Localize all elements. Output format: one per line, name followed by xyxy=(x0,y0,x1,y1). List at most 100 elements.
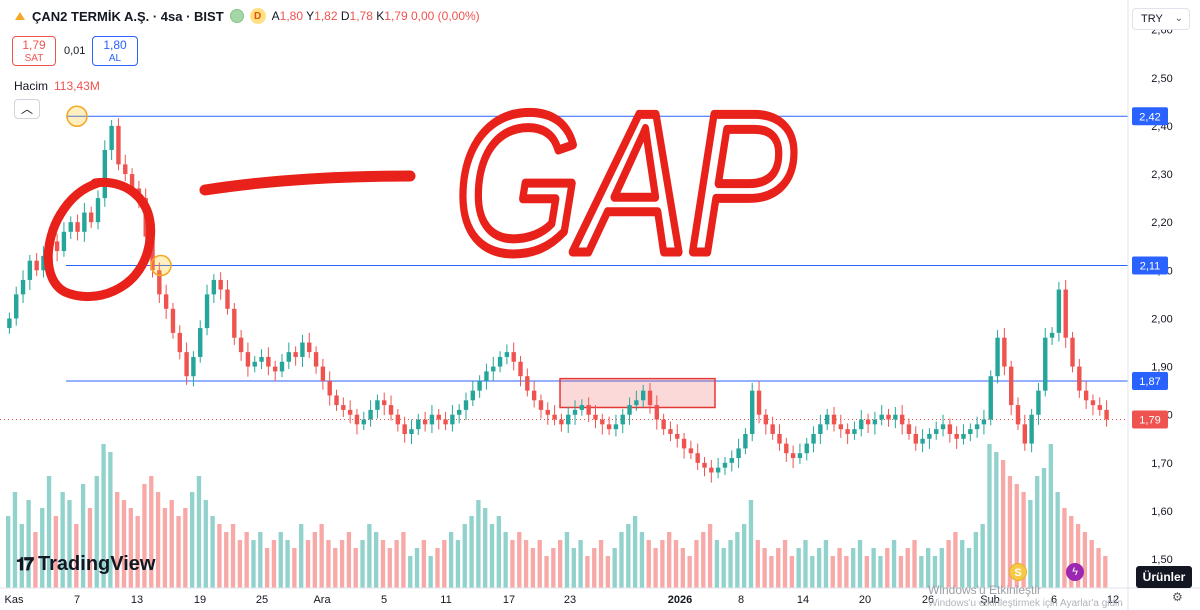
volume-bar xyxy=(94,476,99,588)
collapse-legend-button[interactable]: ︿ xyxy=(14,99,40,119)
x-tick-label: 26 xyxy=(922,594,934,606)
candle-body xyxy=(102,149,108,199)
candle-body xyxy=(709,467,714,473)
settings-icon[interactable]: ⚙ xyxy=(1172,590,1183,604)
annotation-ellipse xyxy=(43,177,156,301)
volume-bar xyxy=(155,492,161,588)
candle-body xyxy=(382,400,387,406)
x-tick-label: 7 xyxy=(74,594,80,606)
volume-bar xyxy=(496,516,501,588)
candle-body xyxy=(906,424,912,434)
volume-bar xyxy=(660,540,665,588)
candle-body xyxy=(450,414,455,425)
volume-label: Hacim xyxy=(14,79,49,93)
candle-body xyxy=(1083,390,1089,401)
volume-bar xyxy=(735,532,740,588)
y-tick-label: 2,00 xyxy=(1151,313,1172,325)
volume-bar xyxy=(994,452,999,588)
buy-label: AL xyxy=(108,53,122,64)
volume-bar xyxy=(960,540,965,588)
dividend-icon[interactable]: S xyxy=(1009,563,1027,581)
chart-header: ÇAN2 TERMİK A.Ş. · 4sa · BIST D A1,80 Y1… xyxy=(14,8,480,24)
candle-body xyxy=(920,438,925,444)
candle-body xyxy=(784,443,789,454)
candle-body xyxy=(947,424,953,434)
candle-body xyxy=(150,236,155,271)
candle-body xyxy=(170,308,176,333)
volume-bar xyxy=(26,500,31,588)
volume-bar xyxy=(598,540,604,588)
candle-body xyxy=(852,429,857,434)
products-button[interactable]: Ürünler xyxy=(1136,566,1192,588)
candle-body xyxy=(981,419,987,425)
volume-bar xyxy=(714,540,720,588)
y-tick-label: 2,50 xyxy=(1151,73,1172,85)
volume-bar xyxy=(844,556,849,588)
spread-value: 0,01 xyxy=(64,45,86,57)
volume-bar xyxy=(414,548,420,588)
volume-bar xyxy=(108,452,113,588)
volume-bar xyxy=(837,548,842,588)
x-tick-label: 19 xyxy=(194,594,206,606)
volume-bar xyxy=(585,556,590,588)
delay-badge: D xyxy=(249,8,266,24)
candle-body xyxy=(109,125,114,150)
volume-bar xyxy=(694,540,699,588)
volume-bar xyxy=(1041,468,1047,588)
volume-bar xyxy=(1048,444,1053,588)
volume-bar xyxy=(374,532,379,588)
volume-bar xyxy=(230,524,236,588)
x-tick-label: 25 xyxy=(256,594,268,606)
candle-body xyxy=(872,419,878,425)
candle-body xyxy=(736,448,741,459)
candle-body xyxy=(1063,289,1068,338)
candle-body xyxy=(688,448,694,454)
candle-body xyxy=(640,390,646,401)
x-tick-label: 11 xyxy=(440,594,451,606)
y-tick-label: 1,70 xyxy=(1151,458,1172,470)
candle-body xyxy=(1097,405,1102,410)
currency-select[interactable]: TRY ⌄ xyxy=(1132,8,1190,30)
candle-body xyxy=(245,352,251,367)
volume-bar xyxy=(448,532,454,588)
y-tick-label: 2,30 xyxy=(1151,169,1172,181)
candle-body xyxy=(1043,337,1048,391)
volume-bar xyxy=(810,556,815,588)
volume-bar xyxy=(455,540,461,588)
candle-body xyxy=(470,390,476,401)
volume-bar xyxy=(912,540,917,588)
lightning-icon[interactable]: ϟ xyxy=(1066,563,1084,581)
candle-body xyxy=(163,294,169,309)
candle-body xyxy=(763,414,769,425)
volume-bar xyxy=(60,492,65,588)
x-tick-label: 14 xyxy=(797,594,809,606)
volume-bar xyxy=(776,548,781,588)
candle-body xyxy=(531,390,537,401)
volume-bar xyxy=(769,556,774,588)
volume-bar xyxy=(687,556,692,588)
volume-bar xyxy=(653,548,658,588)
tradingview-watermark: 𝟏𝟕 TradingView xyxy=(16,553,155,576)
volume-bar xyxy=(1021,492,1026,588)
volume-bar xyxy=(176,516,181,588)
x-tick-label: Şub xyxy=(980,594,1000,606)
candle-body xyxy=(831,414,837,425)
volume-bar xyxy=(6,516,11,588)
volume-bar xyxy=(707,524,713,588)
sell-button[interactable]: 1,79 SAT xyxy=(12,36,56,66)
volume-bar xyxy=(80,484,86,588)
candle-body xyxy=(811,433,816,444)
x-tick-label: 12 xyxy=(1107,594,1119,606)
symbol-logo-icon xyxy=(15,12,25,20)
buy-button[interactable]: 1,80 AL xyxy=(92,36,138,66)
candle-body xyxy=(61,231,67,252)
symbol-title[interactable]: ÇAN2 TERMİK A.Ş. · 4sa · BIST xyxy=(32,8,224,24)
candle-body xyxy=(865,419,871,425)
volume-bar xyxy=(428,556,433,588)
candle-body xyxy=(129,174,135,189)
sell-label: SAT xyxy=(24,53,44,64)
volume-bar xyxy=(1014,484,1019,588)
ohlc-values: A1,80 Y1,82 D1,78 K1,79 0,00 (0,00%) xyxy=(272,9,480,23)
volume-bar xyxy=(271,540,277,588)
